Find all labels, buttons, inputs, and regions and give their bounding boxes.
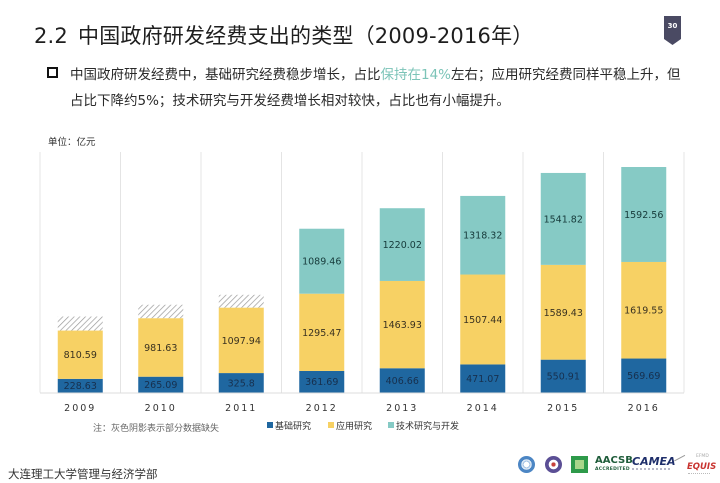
legend-label-applied: 应用研究 [336,420,372,432]
x-tick-label: 2011 [225,403,257,414]
x-tick-label: 2013 [386,403,418,414]
data-label-applied: 1295.47 [302,328,341,339]
data-label-applied: 1507.44 [463,315,502,326]
x-tick-label: 2010 [145,403,177,414]
legend-swatch-applied [328,422,334,428]
bar-segment-tech [299,228,345,294]
aacsb-logo-icon [571,456,588,473]
camea-subtitle [632,468,670,473]
bar-segment-applied [379,280,425,369]
data-labels: 228.63 810.59 265.09 981.63 325.8 1097.94 361.… [64,210,664,392]
data-label-applied: 810.59 [64,350,97,361]
university-seal-logo [518,456,535,473]
data-label-applied: 1097.94 [222,336,261,347]
organization-name: 大连理工大学管理与经济学部 [8,467,158,481]
data-label-basic: 265.09 [144,380,177,391]
bullet-square-icon [47,67,58,78]
gridlines [39,152,685,394]
efmd-text: EFMD [696,454,709,459]
bar-segment-basic [460,364,506,393]
title-text: 中国政府研发经费支出的类型（2009-2016年） [78,24,534,48]
bar-segment-missing [57,316,103,331]
bar-segment-tech [379,208,425,281]
legend-swatch-basic [267,422,273,428]
legend-swatch-tech [388,422,394,428]
data-label-tech: 1318.32 [463,231,502,242]
bar-segment-basic [621,358,667,393]
bar-segment-tech [621,167,667,262]
legend-label-basic: 基础研究 [275,420,311,432]
bar-segment-applied [57,330,103,379]
data-label-basic: 406.66 [386,376,419,387]
text-segment: 中国政府研发经费中，基础研究经费稳步增长，占比 [70,67,381,83]
chart-note: 注：灰色阴影表示部分数据缺失 [93,422,219,434]
data-label-applied: 1589.43 [544,308,583,319]
bullet-text-line-1: 中国政府研发经费中，基础研究经费稳步增长，占比保持在14%左右；应用研究经费同样… [70,63,681,83]
data-label-tech: 1541.82 [544,214,583,225]
equis-subtitle [688,473,710,474]
bar-segment-basic [379,368,425,393]
x-tick-label: 2015 [547,403,579,414]
bar-segment-basic [138,376,184,393]
x-tick-label: 2012 [306,403,338,414]
legend: 基础研究 应用研究 技术研究与开发 [267,420,459,432]
bar-segment-missing [218,294,264,308]
aacsb-accredited-text: ACCREDITED [595,467,630,472]
x-tick-label: 2014 [467,403,499,414]
equis-logo-text: EQUIS [687,462,717,472]
accreditation-logos: AACSB ACCREDITED CAMEA EFMD EQUIS [516,453,716,479]
bar-segment-basic [299,370,345,393]
legend-label-tech: 技术研究与开发 [396,420,459,432]
data-label-tech: 1220.02 [383,240,422,251]
bar-segment-basic [540,359,586,393]
school-seal-logo [545,456,562,473]
text-segment: 左右；应用研究经费同样平稳上升，但 [451,67,681,83]
aacsb-logo-text: AACSB [595,455,633,466]
x-tick-label: 2009 [64,403,96,414]
data-label-basic: 550.91 [547,372,580,383]
bar-segment-applied [138,318,184,377]
x-tick-label: 2016 [628,403,660,414]
data-label-tech: 1592.56 [624,210,663,221]
data-label-basic: 228.63 [64,381,97,392]
page-number-badge: 30 [664,16,681,45]
page-number: 30 [667,22,678,30]
bullet-text-line-2: 占比下降约5%；技术研究与开发经费增长相对较快，占比也有小幅提升。 [70,93,510,109]
page-title: 2.2 中国政府研发经费支出的类型（2009-2016年） [34,20,533,50]
bar-segment-applied [218,307,264,374]
bar-segment-tech [460,195,506,275]
highlight-text: 保持在14% [380,67,452,83]
bar-segment-tech [540,172,586,265]
data-label-applied: 1463.93 [383,320,422,331]
unit-label: 单位：亿元 [48,137,96,148]
bars [57,167,667,393]
data-label-basic: 361.69 [305,377,338,388]
data-label-basic: 471.07 [466,374,499,385]
bar-segment-applied [621,261,667,359]
bookmark-icon [664,16,681,45]
bar-segment-basic [57,378,103,393]
data-label-basic: 569.69 [627,371,660,382]
bar-segment-applied [540,264,586,360]
data-label-applied: 981.63 [144,343,177,354]
section-number: 2.2 [34,24,68,48]
x-axis-ticks: 2009 2010 2011 2012 2013 2014 2015 2016 [64,403,660,414]
bar-segment-basic [218,373,264,393]
data-label-tech: 1089.46 [302,257,341,268]
bar-segment-missing [138,304,184,319]
bar-segment-applied [299,293,345,371]
data-label-basic: 325.8 [228,378,255,389]
data-label-applied: 1619.55 [624,306,663,317]
camea-logo-text: CAMEA [632,455,676,468]
bar-segment-applied [460,274,506,365]
